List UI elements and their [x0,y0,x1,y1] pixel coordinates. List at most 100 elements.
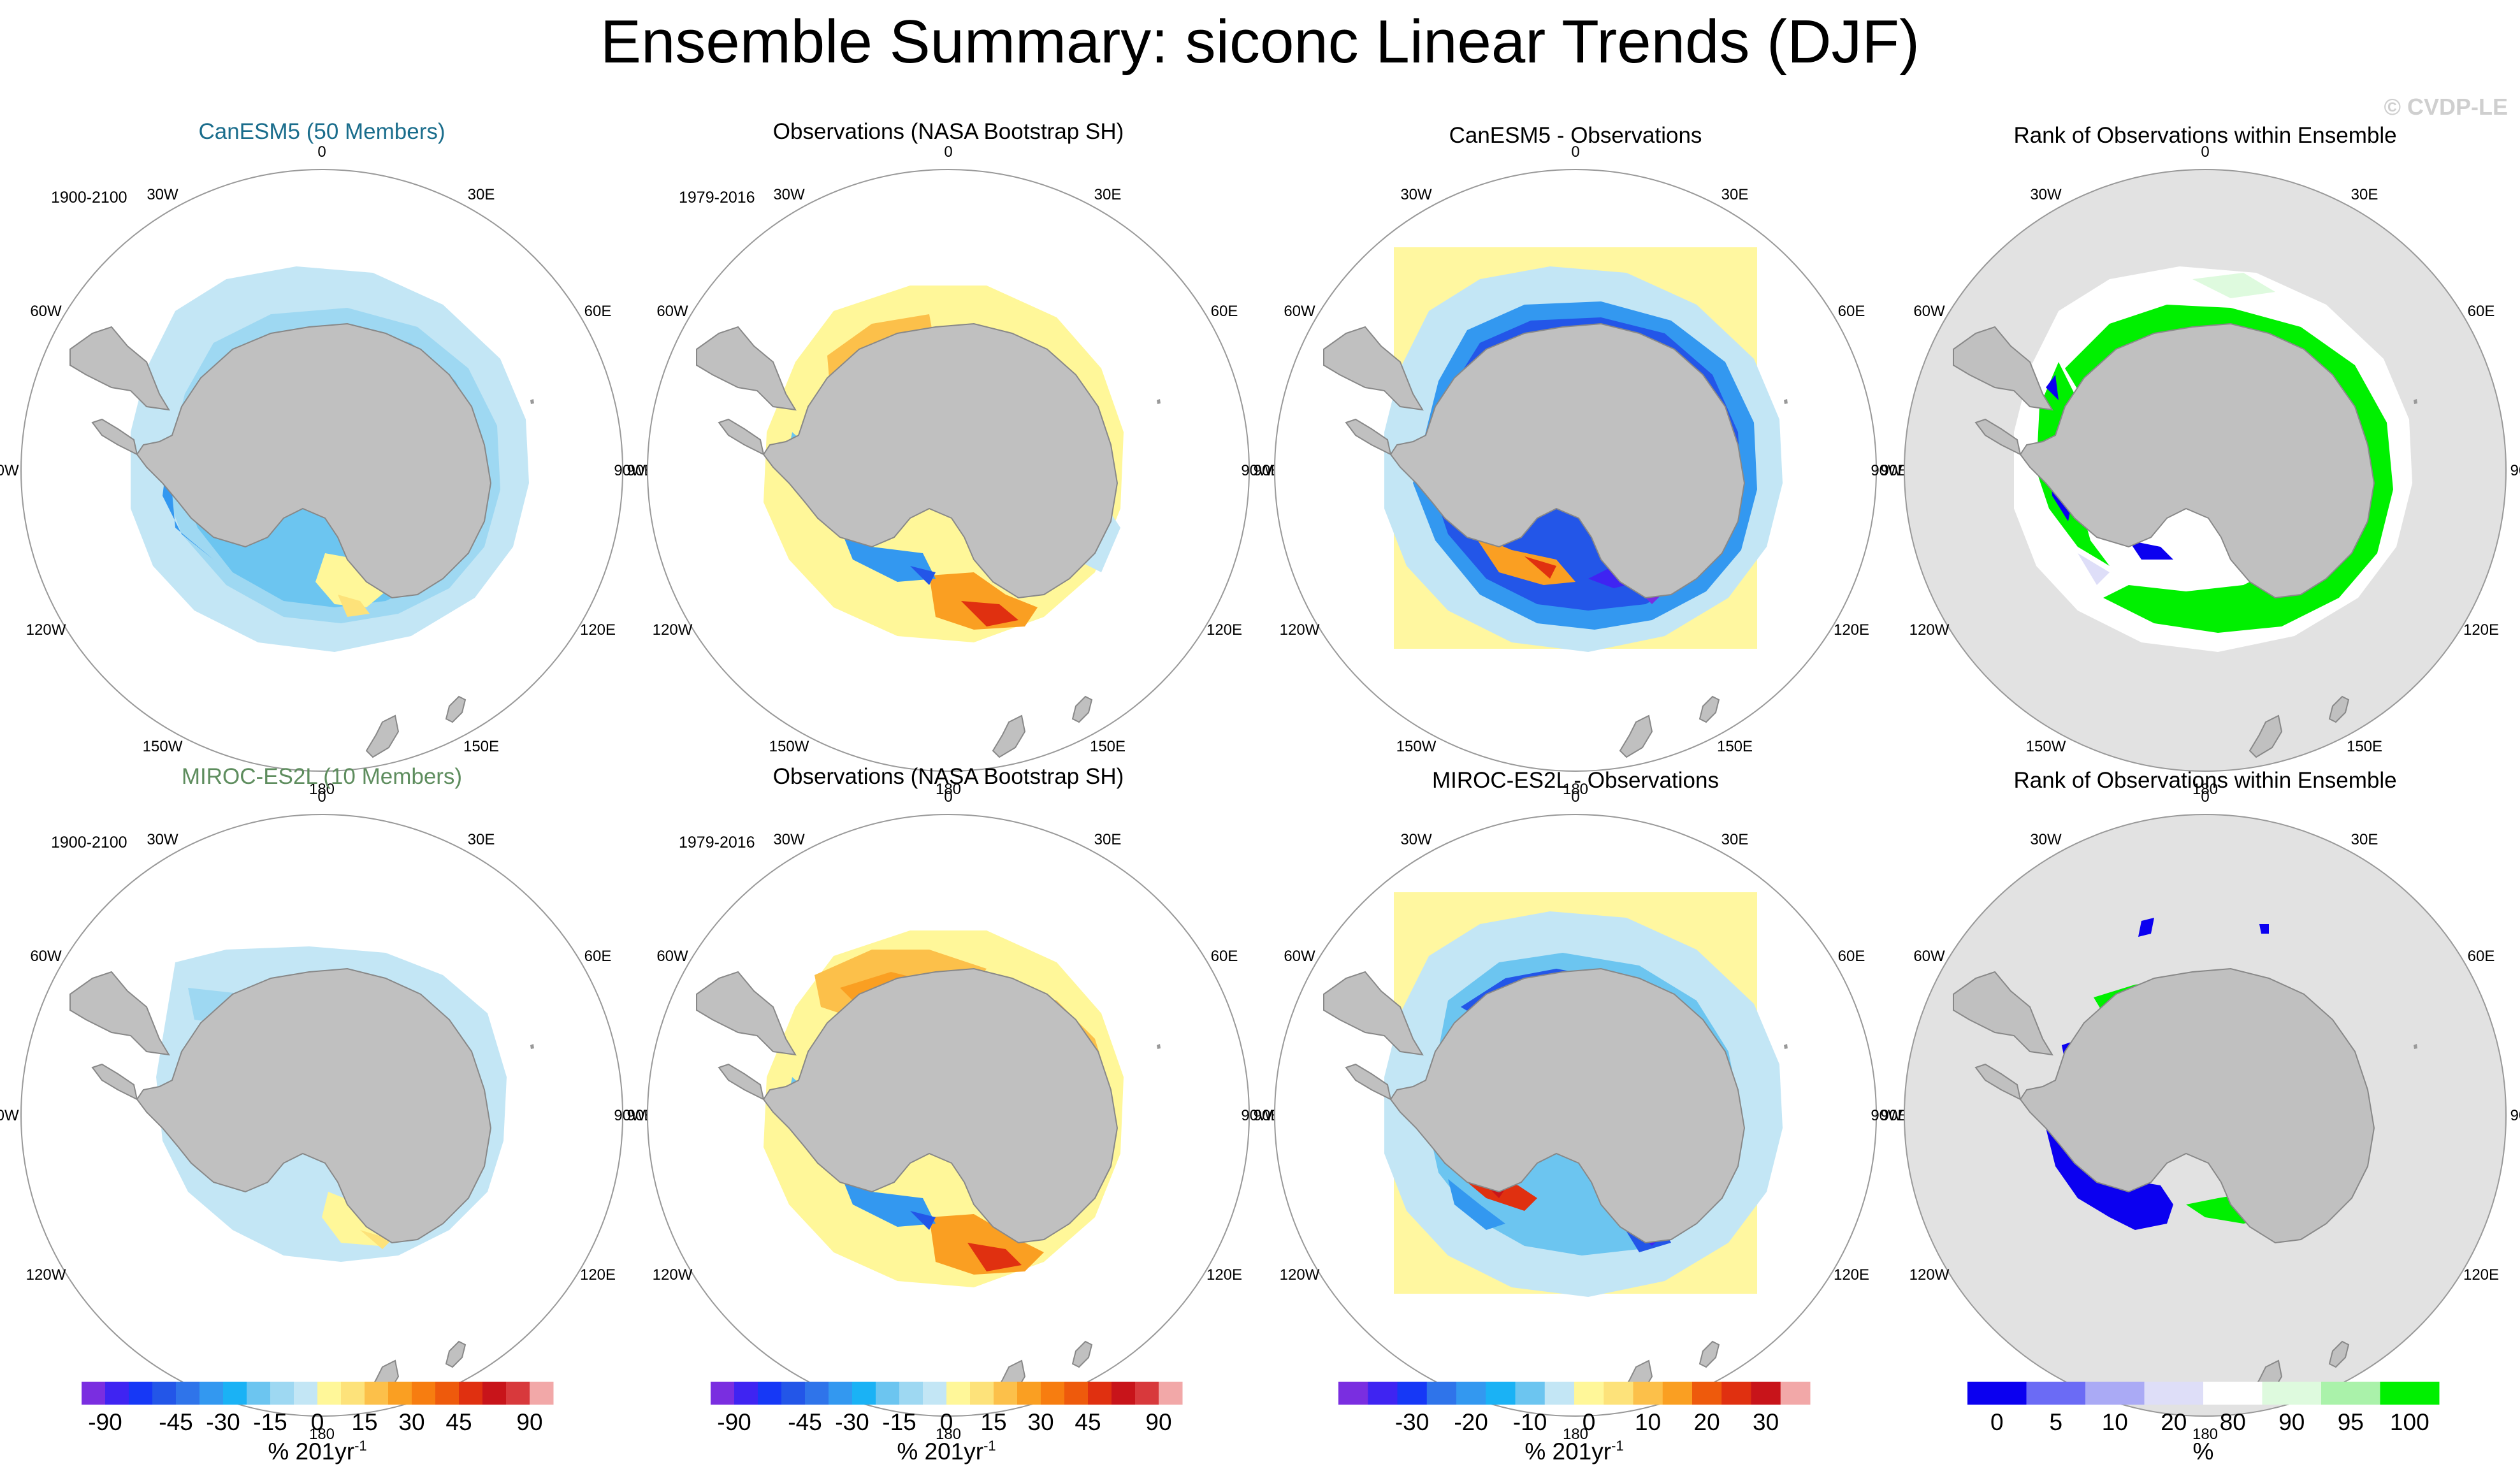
longitude-label: 30W [2030,831,2062,848]
colorbar-swatch [1017,1382,1041,1405]
colorbar-swatch [1544,1382,1575,1405]
colorbar-swatch [2144,1382,2204,1405]
colorbar-swatch [365,1382,389,1405]
longitude-label: 120W [1280,1266,1320,1284]
longitude-label: 30E [1721,831,1749,848]
longitude-label: 180 [309,781,335,798]
colorbar-swatch [2262,1382,2322,1405]
colorbar-swatch [1397,1382,1428,1405]
longitude-label: 120W [1909,621,1950,639]
colorbar-tick-label: 30 [1753,1409,1779,1435]
longitude-label: 60W [30,303,62,320]
longitude-label: 60E [2468,948,2495,965]
colorbar-swatch [923,1382,947,1405]
colorbar-tick-label: 90 [2278,1409,2305,1435]
colorbar-tick-label: -15 [253,1409,287,1435]
panel-title: CanESM5 - Observations [1449,123,1702,148]
longitude-label: 90W [1241,462,1273,479]
colorbar-swatch [506,1382,530,1405]
longitude-label: 60W [656,948,688,965]
colorbar-swatch [1041,1382,1065,1405]
longitude-label: 120E [580,621,616,639]
colorbar-trend-2: -90 -45 -30 -15 0 15 30 45 90 % 201yr-1 [711,1382,1183,1465]
panel-r2c1: MIROC-ES2L (10 Members) 1900-2100 0 30E 60… [0,764,654,1443]
colorbar-swatch [341,1382,365,1405]
longitude-label: 90E [2510,462,2520,479]
longitude-label: 60E [584,948,612,965]
colorbar-tick-label: -90 [717,1409,751,1435]
colorbar-unit-label: % [2193,1438,2214,1465]
colorbar-tick-label: 10 [1635,1409,1661,1435]
longitude-label: 90W [0,462,19,479]
longitude-label: 180 [1563,781,1588,798]
colorbar-swatch [1112,1382,1136,1405]
panel-r2c4: Rank of Observations within Ensemble 0 30… [1871,768,2520,1443]
longitude-label: 150W [1396,738,1437,755]
panel-r1c1: CanESM5 (50 Members) 1900-2100 0 30E 60E 90… [0,119,654,798]
longitude-label: 60E [1211,948,1238,965]
longitude-label: 0 [944,788,952,806]
colorbar-swatch [152,1382,177,1405]
longitude-label: 0 [1571,143,1579,161]
colorbar-swatch [946,1382,971,1405]
longitude-label: 60E [1838,303,1865,320]
longitude-label: 150E [2347,738,2382,755]
longitude-label: 60E [2468,303,2495,320]
colorbar-swatch [247,1382,271,1405]
colorbar-unit-superscript: -1 [354,1438,367,1454]
colorbar-swatch [1515,1382,1546,1405]
colorbar-tick-label: 5 [2050,1409,2063,1435]
colorbar-tick-label: 45 [445,1409,472,1435]
panel-title: CanESM5 (50 Members) [198,119,445,144]
colorbar-swatch [459,1382,483,1405]
panel-period: 1900-2100 [51,189,127,206]
longitude-label: 0 [317,143,326,161]
colorbar-swatch [82,1382,106,1405]
colorbar-tick-label: -45 [159,1409,192,1435]
colorbar-swatch [2380,1382,2440,1405]
longitude-label: 30E [1094,186,1122,203]
longitude-label: 30W [1400,831,1432,848]
colorbar-swatch [1338,1382,1368,1405]
colorbar-swatch [734,1382,758,1405]
longitude-label: 30E [468,186,495,203]
colorbar-tick-label: 20 [1694,1409,1720,1435]
longitude-label: 30W [147,831,178,848]
longitude-label: 180 [936,781,961,798]
longitude-label: 90W [0,1107,19,1124]
longitude-label: 60W [1913,303,1945,320]
colorbar-swatch [1633,1382,1663,1405]
colorbar-swatch [435,1382,460,1405]
longitude-label: 120E [1834,1266,1869,1284]
colorbar-swatch [1967,1382,2027,1405]
longitude-label: 60W [1284,303,1315,320]
longitude-label: 60W [1913,948,1945,965]
longitude-label: 180 [309,1426,335,1443]
colorbar-tick-label: 0 [1990,1409,2004,1435]
longitude-label: 60E [584,303,612,320]
colorbar-trend-1: -90 -45 -30 -15 0 15 30 45 90 % 201yr-1 [82,1382,554,1465]
longitude-label: 120E [580,1266,616,1284]
longitude-label: 150E [1717,738,1753,755]
longitude-label: 150E [463,738,499,755]
colorbar-rank: 0 5 10 20 80 90 95 100% [1967,1382,2440,1465]
colorbar-swatch [1064,1382,1089,1405]
longitude-label: 60W [30,948,62,965]
colorbar-swatch [1368,1382,1398,1405]
longitude-label: 60E [1211,303,1238,320]
colorbar-swatch [294,1382,318,1405]
panel-period: 1900-2100 [51,834,127,851]
colorbar-difference: -30 -20 -10 0 10 20 30 % 201yr-1 [1338,1382,1811,1465]
longitude-label: 0 [1571,788,1579,806]
colorbar-swatch [412,1382,436,1405]
longitude-label: 0 [317,788,326,806]
colorbar-unit-label: % 201yr-1 [897,1438,996,1465]
longitude-label: 90W [614,462,646,479]
longitude-label: 60E [1838,948,1865,965]
colorbar-swatch [199,1382,224,1405]
colorbar-tick-label: -30 [835,1409,869,1435]
longitude-label: 30W [2030,186,2062,203]
longitude-label: 120E [1834,621,1869,639]
